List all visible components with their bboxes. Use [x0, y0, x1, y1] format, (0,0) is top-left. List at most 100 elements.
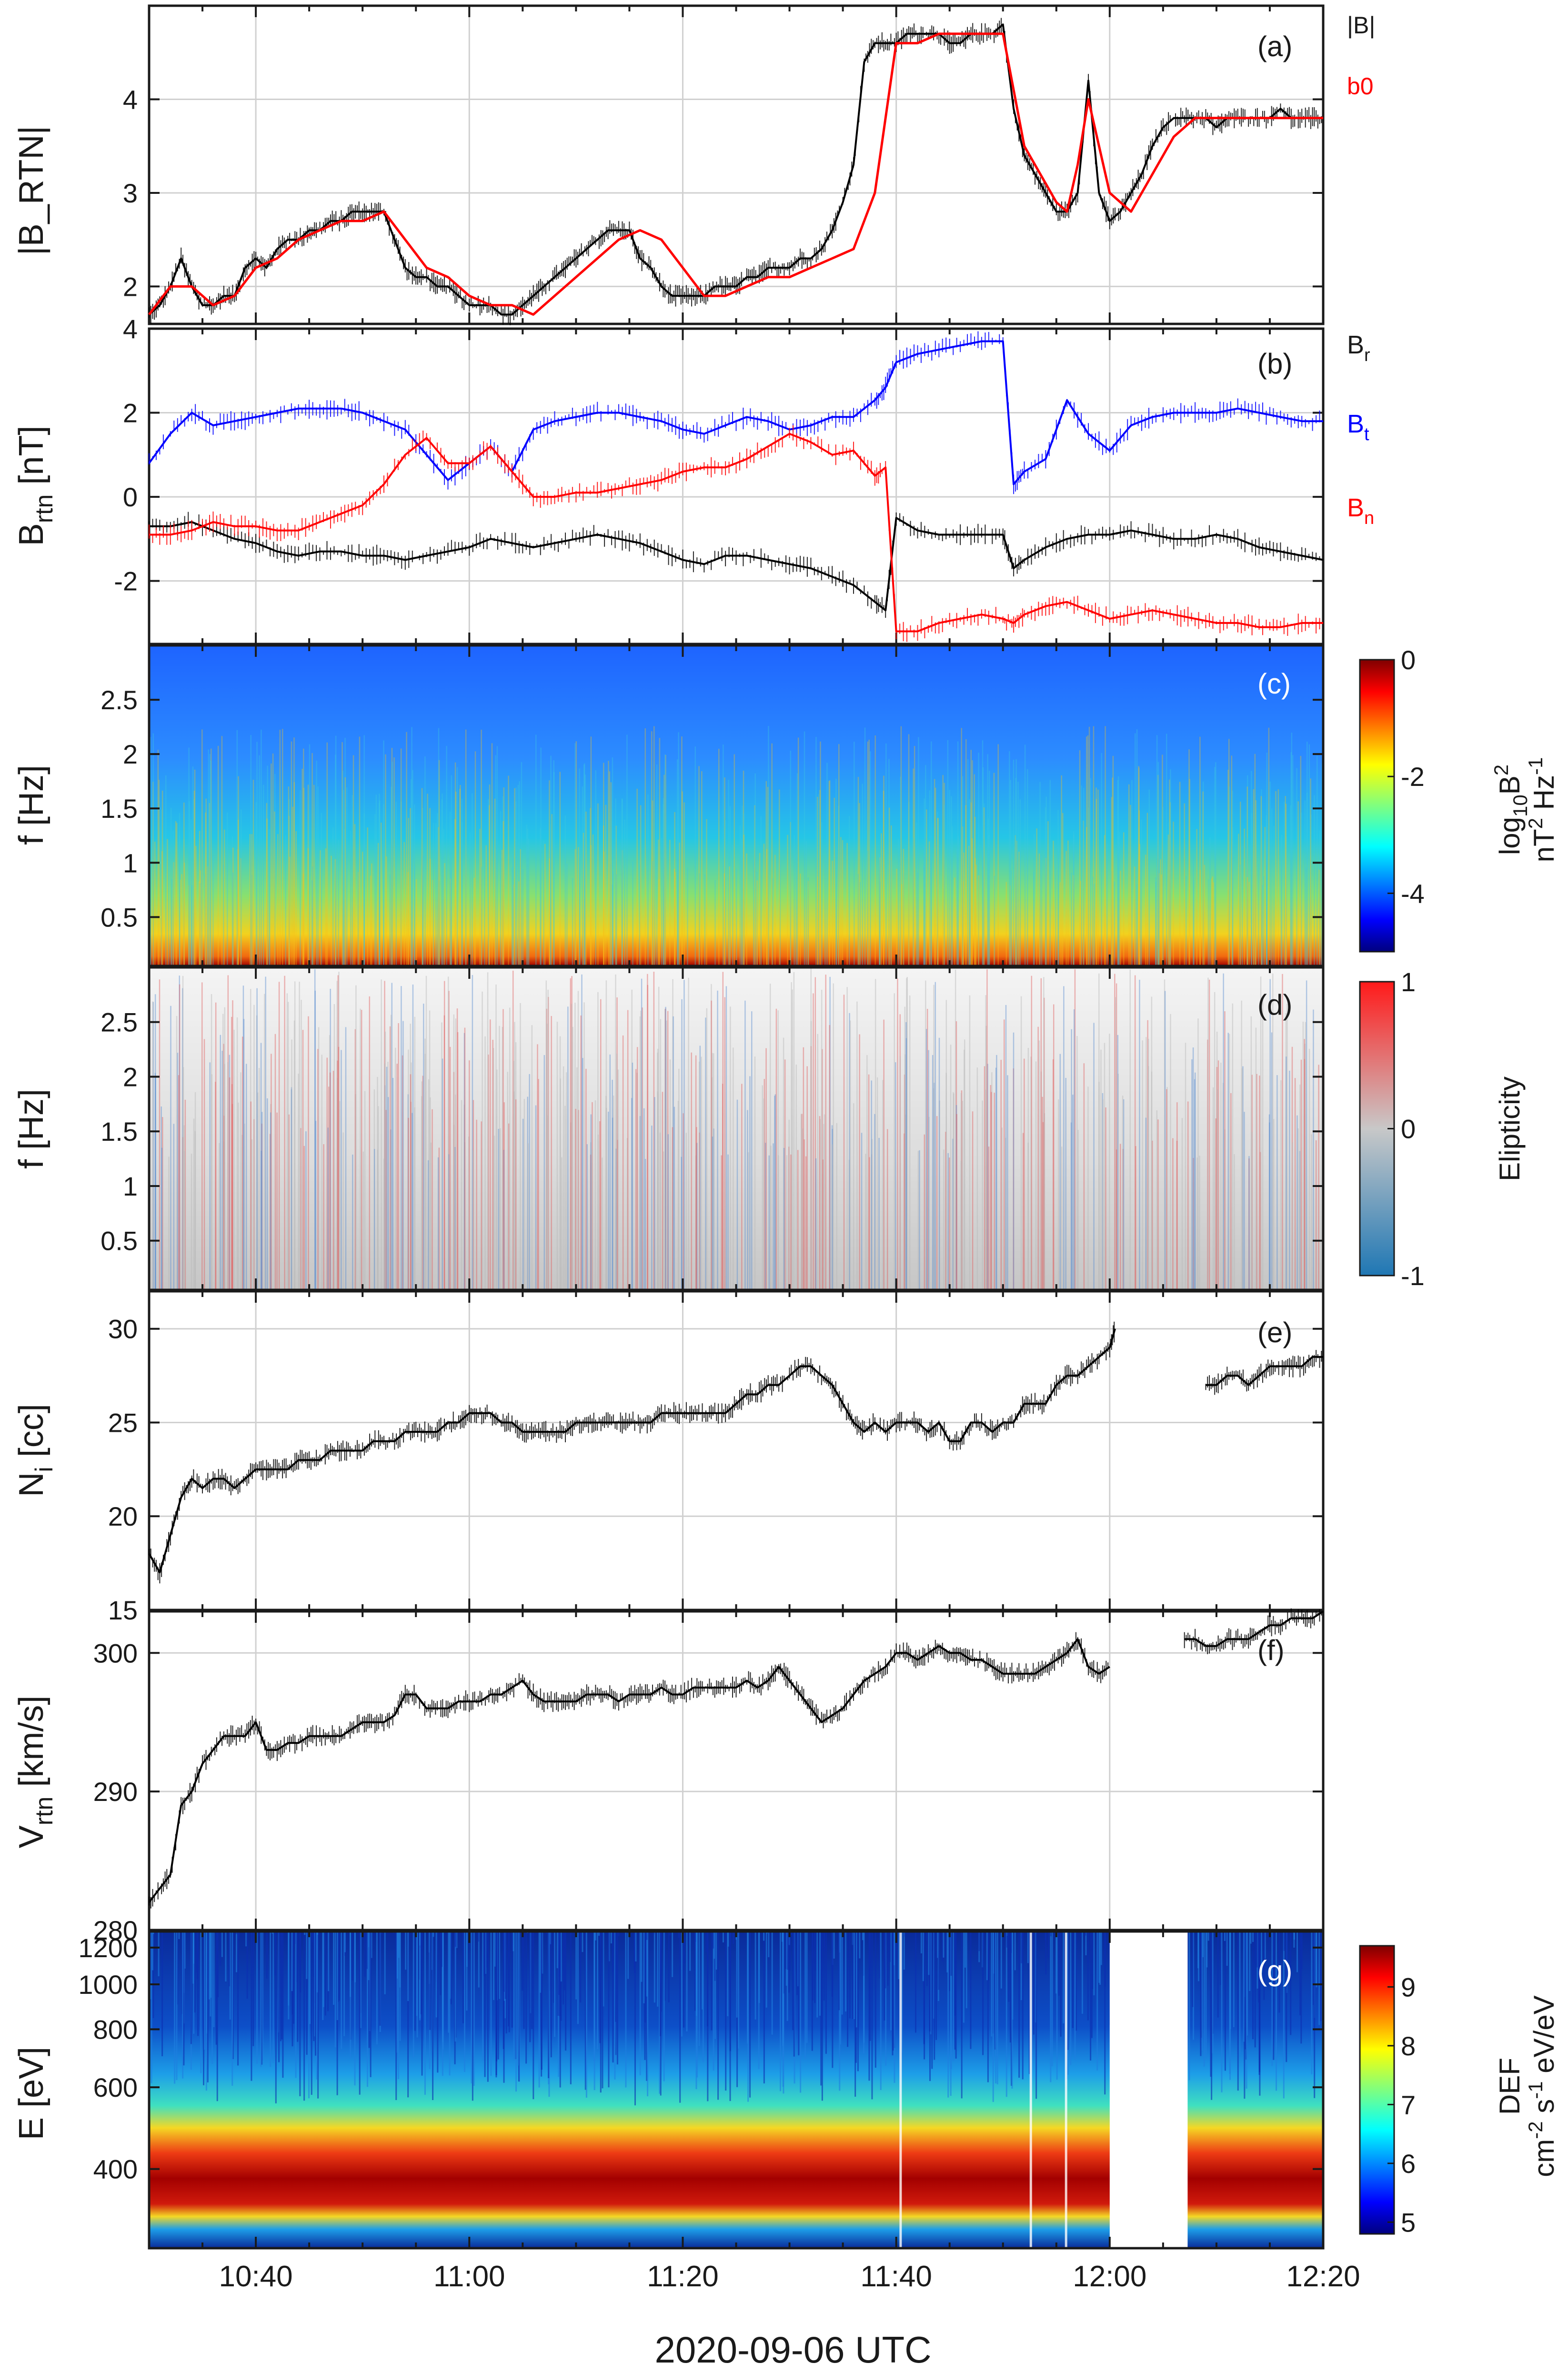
ylabel-b: Brtn [nT]: [12, 426, 58, 546]
panel-label-d: (d): [1257, 989, 1292, 1021]
axes-box: [148, 327, 1325, 645]
y-tick-label: 300: [93, 1638, 138, 1668]
y-tick-label: 30: [108, 1314, 138, 1344]
series-b0: [148, 32, 1323, 316]
y-tick-label: 3: [123, 178, 138, 208]
y-tick-label: 1000: [78, 1970, 138, 2000]
heatmap-texture: [150, 1931, 1324, 2106]
y-tick-label: 4: [123, 84, 138, 114]
x-tick-labels: 10:40 11:00 11:20 11:40 12:00 12:20: [219, 2260, 1360, 2293]
panel-label-e: (e): [1257, 1317, 1292, 1348]
series-noise: [149, 331, 1320, 494]
legend-Bn: Bn: [1347, 493, 1374, 528]
series-Vrtn: [148, 1610, 1324, 1903]
panel-g: 400 600 800 1000 1200: [78, 1930, 1325, 2250]
data-gap-line: [1029, 1931, 1032, 2248]
panel-a: 2 3 4: [123, 4, 1325, 325]
colorbar-c-label-1: log10B2: [1490, 764, 1531, 855]
ylabel-c: f [Hz]: [12, 765, 50, 845]
panel-d: 0.5 1 1.5 2 2.5: [101, 966, 1325, 1291]
legend-Br: Br: [1347, 331, 1370, 365]
colorbar-panelC: [1359, 659, 1395, 953]
colorbar-tick-label: 0: [1401, 1114, 1416, 1144]
panel-f: 280 290 300: [93, 1608, 1325, 1945]
series-noise: [149, 425, 1320, 642]
colorbar-tick-label: -4: [1401, 878, 1425, 908]
colorbar-tick-label: -2: [1401, 762, 1425, 792]
panel-label-b: (b): [1257, 348, 1292, 380]
x-tick-label: 11:20: [647, 2260, 719, 2293]
y-tick-label: 400: [93, 2154, 138, 2184]
series-noise: [149, 1608, 1322, 1909]
heatmap-background: [149, 967, 1323, 1290]
y-tick-label: 800: [93, 2014, 138, 2044]
y-tick-label: 1: [123, 1171, 138, 1201]
series-noise: [149, 1321, 1322, 1584]
y-tick-label: -2: [114, 566, 138, 596]
axes-box: [148, 1610, 1325, 1931]
x-tick-label: 11:40: [860, 2260, 932, 2293]
colorbar-tick-label: 8: [1401, 2031, 1416, 2061]
y-tick-label: 1200: [78, 1933, 138, 1963]
ylabel-g: E [eV]: [12, 2047, 50, 2140]
y-tick-label: 15: [108, 1595, 138, 1625]
panel-e: 15 20 25 30: [108, 1290, 1325, 1625]
x-tick-label: 10:40: [219, 2260, 293, 2293]
y-tick-label: 290: [93, 1777, 138, 1807]
y-tick-label: 2.5: [101, 685, 138, 715]
colorbar-tick-label: 6: [1401, 2149, 1416, 2179]
y-tick-label: 25: [108, 1408, 138, 1438]
heatmap-texture: [150, 726, 1324, 966]
x-tick-label: 12:00: [1073, 2260, 1146, 2293]
y-tick-label: 2: [123, 1062, 138, 1092]
y-tick-label: 2.5: [101, 1007, 138, 1037]
ylabel-d: f [Hz]: [12, 1089, 50, 1169]
data-gap-line: [899, 1931, 902, 2248]
colorbar-tick-label: 1: [1401, 967, 1416, 997]
panel-label-c: (c): [1257, 668, 1291, 700]
y-tick-label: 1.5: [101, 794, 138, 824]
gridlines: [149, 328, 1324, 644]
ylabel-e: Ni [cc]: [12, 1404, 58, 1497]
colorbar-tick-label: -1: [1401, 1261, 1425, 1291]
y-tick-label: 20: [108, 1501, 138, 1531]
colorbar-panelG: [1359, 1945, 1395, 2235]
gridlines: [149, 1611, 1324, 1931]
y-tick-label: 1: [123, 848, 138, 878]
y-tick-label: 2: [123, 739, 138, 769]
colorbar-tick-label: 7: [1401, 2090, 1416, 2120]
legend-B-magnitude: |B|: [1347, 12, 1375, 39]
panel-label-g: (g): [1257, 1955, 1292, 1987]
colorbar-tick-label: 5: [1401, 2207, 1416, 2237]
colorbars: 0 -2 -4 1 0 -1 9 8 7 6 5: [1359, 645, 1425, 2237]
panel-label-f: (f): [1257, 1634, 1285, 1666]
data-gap: [1109, 1931, 1188, 2248]
y-tick-label: 600: [93, 2072, 138, 2102]
ylabel-f: Vrtn [km/s]: [12, 1696, 58, 1849]
y-tick-label: 4: [123, 314, 138, 344]
y-tick-label: 2: [123, 271, 138, 302]
y-tick-label: 0: [123, 482, 138, 512]
y-tick-label: 2: [123, 398, 138, 428]
colorbar-tick-label: 9: [1401, 1972, 1416, 2002]
colorbar-tick-label: 0: [1401, 645, 1416, 675]
colorbar-d-label: Elipticity: [1494, 1076, 1526, 1181]
y-tick-label: 0.5: [101, 902, 138, 932]
legend-b0: b0: [1347, 73, 1374, 100]
heatmap-texture: [152, 968, 1319, 1290]
colorbar-c-label-2: nT2 Hz-1: [1524, 757, 1560, 863]
y-tick-label: 280: [93, 1915, 138, 1945]
panel-c: 0.5 1 1.5 2 2.5: [101, 644, 1325, 967]
x-tick-label: 11:00: [433, 2260, 505, 2293]
panel-b: -2 0 2 4: [114, 314, 1325, 645]
heatmap-background: [149, 645, 1323, 966]
x-axis-label: 2020-09-06 UTC: [655, 2329, 932, 2371]
ylabel-a: |B_RTN|: [12, 126, 50, 255]
series-noise: [149, 18, 1322, 325]
y-tick-label: 0.5: [101, 1226, 138, 1256]
panel-label-a: (a): [1257, 30, 1292, 62]
colorbar-g-label-1: DEF: [1494, 2058, 1526, 2115]
data-gap-line: [1065, 1931, 1067, 2248]
legend-Bt: Bt: [1347, 410, 1369, 444]
